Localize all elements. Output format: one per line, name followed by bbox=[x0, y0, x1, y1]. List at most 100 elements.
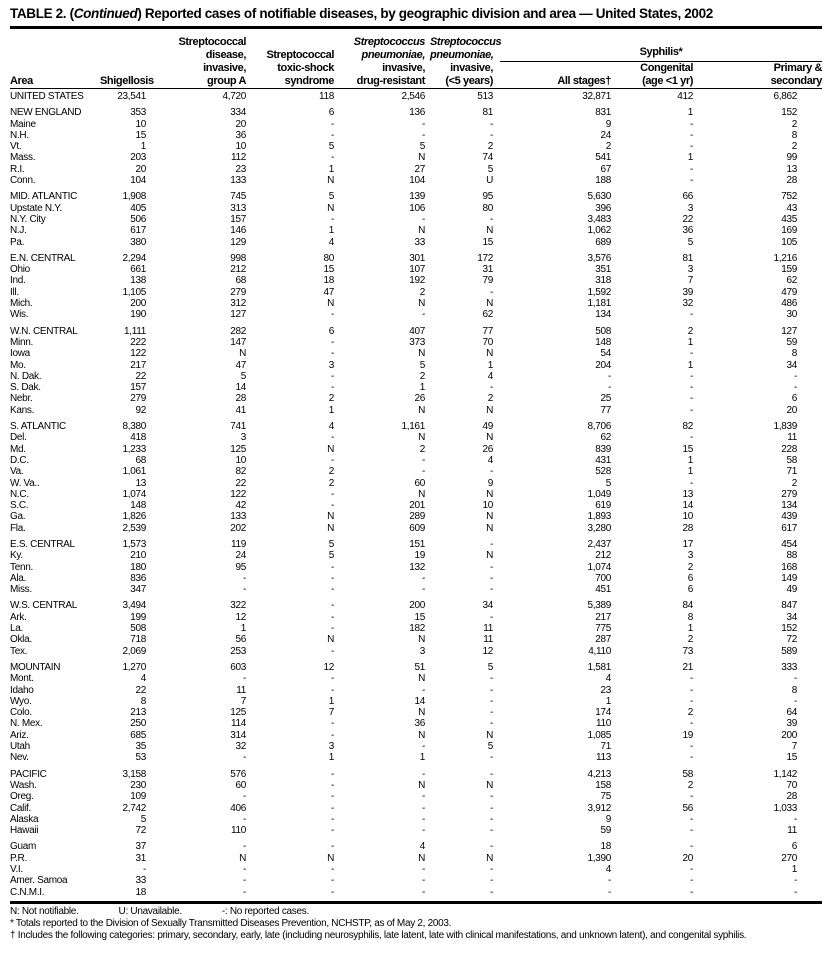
cell-syphilis-congenital: 3 bbox=[687, 550, 694, 562]
cell-syphilis-all-stages: 2,437 bbox=[587, 538, 611, 550]
cell-under-5: - bbox=[489, 707, 493, 719]
cell-drug-resistant: - bbox=[421, 454, 425, 466]
cell-area: Guam bbox=[10, 841, 37, 853]
cell-syphilis-all-stages: 75 bbox=[600, 791, 611, 803]
cell-syphilis-primary-secondary: - bbox=[794, 370, 798, 382]
cell-area: E.N. CENTRAL bbox=[10, 252, 76, 264]
cell-toxic-shock: 47 bbox=[323, 286, 334, 298]
cell-drug-resistant: N bbox=[418, 707, 425, 719]
cell-shigellosis: 1,270 bbox=[122, 661, 146, 673]
cell-syphilis-congenital: 82 bbox=[682, 421, 693, 433]
cell-drug-resistant: 151 bbox=[409, 538, 425, 550]
cell-drug-resistant: 104 bbox=[409, 175, 425, 187]
cell-under-5: - bbox=[489, 118, 493, 130]
cell-under-5: 1 bbox=[487, 359, 494, 371]
cell-syphilis-primary-secondary: 43 bbox=[786, 202, 798, 214]
cell-under-5: N bbox=[486, 225, 493, 237]
header-rule bbox=[10, 88, 823, 91]
cell-area: Tex. bbox=[10, 645, 28, 657]
cell-under-5: 11 bbox=[483, 634, 493, 646]
cell-drug-resistant: 106 bbox=[409, 202, 425, 214]
cell-syphilis-primary-secondary: 435 bbox=[781, 213, 798, 225]
cell-syphilis-all-stages: 212 bbox=[595, 550, 611, 562]
cell-syphilis-all-stages: 54 bbox=[600, 348, 611, 360]
cell-area: N.H. bbox=[10, 129, 29, 141]
cell-syphilis-congenital: - bbox=[689, 841, 693, 853]
cell-area: Mo. bbox=[10, 359, 26, 371]
cell-strep-group-a: - bbox=[242, 886, 246, 898]
cell-shigellosis: 180 bbox=[130, 561, 146, 573]
cell-toxic-shock: N bbox=[327, 443, 334, 455]
footnotes: N: Not notifiable. U: Unavailable. -: No r… bbox=[10, 906, 822, 942]
cell-syphilis-congenital: 1 bbox=[687, 359, 694, 371]
cell-area: Tenn. bbox=[10, 561, 33, 573]
cell-syphilis-congenital: 1 bbox=[687, 454, 694, 466]
cell-area: S. Dak. bbox=[10, 382, 41, 394]
cell-toxic-shock: - bbox=[330, 886, 334, 898]
cell-under-5: 62 bbox=[482, 309, 493, 321]
cell-area: Calif. bbox=[10, 802, 31, 814]
cell-toxic-shock: N bbox=[327, 522, 334, 534]
cell-drug-resistant: 19 bbox=[414, 550, 425, 562]
cell-drug-resistant: - bbox=[421, 741, 425, 753]
table-row: Okla. 718 56 N N 11 287 2 72 bbox=[10, 634, 822, 645]
cell-syphilis-primary-secondary: - bbox=[794, 695, 798, 707]
cell-under-5: - bbox=[489, 129, 493, 141]
cell-strep-group-a: 82 bbox=[235, 466, 246, 478]
cell-syphilis-all-stages: - bbox=[607, 886, 611, 898]
cell-drug-resistant: 373 bbox=[409, 336, 425, 348]
cell-syphilis-all-stages: 4 bbox=[605, 864, 612, 875]
table-row: Ky. 210 24 5 19 N 212 3 88 bbox=[10, 550, 822, 561]
cell-drug-resistant: 51 bbox=[414, 661, 425, 673]
table-row: Ind. 138 68 18 192 79 318 7 62 bbox=[10, 275, 822, 286]
table-row: N.C. 1,074 122 - N N 1,049 13 279 bbox=[10, 489, 822, 500]
cell-syphilis-all-stages: 1,390 bbox=[587, 852, 611, 864]
cell-syphilis-primary-secondary: 70 bbox=[786, 779, 798, 791]
cell-syphilis-primary-secondary: 20 bbox=[786, 404, 798, 416]
cell-area: E.S. CENTRAL bbox=[10, 538, 75, 550]
table-row: W.S. CENTRAL 3,494 322 - 200 34 5,389 84 847 bbox=[10, 595, 822, 611]
cell-syphilis-congenital: 36 bbox=[682, 225, 693, 237]
cell-syphilis-all-stages: 1 bbox=[605, 695, 612, 707]
table-row: N.J. 617 146 1 N N 1,062 36 169 bbox=[10, 225, 822, 236]
cell-syphilis-congenital: 84 bbox=[682, 600, 693, 612]
cell-drug-resistant: N bbox=[418, 729, 425, 741]
table-row: N. Mex. 250 114 - 36 - 110 - 39 bbox=[10, 718, 822, 729]
cell-shigellosis: 20 bbox=[135, 163, 146, 175]
cell-toxic-shock: - bbox=[330, 129, 334, 141]
cell-drug-resistant: 107 bbox=[409, 264, 425, 276]
cell-drug-resistant: 2 bbox=[419, 443, 426, 455]
cell-strep-group-a: - bbox=[242, 572, 246, 584]
cell-toxic-shock: - bbox=[330, 488, 334, 500]
cell-area: W. Va.. bbox=[10, 477, 40, 489]
table-row: UNITED STATES 23,541 4,720 118 2,546 513 32,87… bbox=[10, 91, 822, 102]
cell-syphilis-all-stages: 451 bbox=[595, 584, 611, 596]
cell-syphilis-all-stages: 839 bbox=[595, 443, 611, 455]
cell-syphilis-congenital: 412 bbox=[677, 91, 693, 102]
cell-syphilis-all-stages: 5,630 bbox=[587, 191, 611, 203]
cell-syphilis-all-stages: 1,074 bbox=[587, 561, 611, 573]
cell-syphilis-congenital: - bbox=[689, 309, 693, 321]
cell-shigellosis: 53 bbox=[135, 752, 146, 764]
cell-syphilis-all-stages: 9 bbox=[605, 118, 612, 130]
cell-syphilis-primary-secondary: 1,216 bbox=[773, 252, 798, 264]
table-row: C.N.M.I. 18 - - - - - - - bbox=[10, 887, 822, 898]
cell-under-5: N bbox=[486, 522, 493, 534]
header-primary-secondary: Primary & secondary bbox=[770, 62, 823, 87]
cell-toxic-shock: - bbox=[330, 584, 334, 596]
cell-under-5: - bbox=[489, 841, 493, 853]
cell-toxic-shock: 1 bbox=[328, 225, 335, 237]
cell-strep-group-a: - bbox=[242, 841, 246, 853]
cell-syphilis-congenital: 5 bbox=[687, 236, 694, 248]
cell-drug-resistant: - bbox=[421, 572, 425, 584]
cell-under-5: 513 bbox=[477, 91, 493, 102]
cell-shigellosis: - bbox=[142, 864, 146, 875]
cell-shigellosis: 199 bbox=[130, 611, 146, 623]
cell-under-5: N bbox=[486, 511, 493, 523]
cell-syphilis-congenital: 58 bbox=[682, 768, 693, 780]
cell-toxic-shock: - bbox=[330, 718, 334, 730]
cell-strep-group-a: 314 bbox=[230, 729, 246, 741]
cell-area: S.C. bbox=[10, 500, 29, 512]
cell-toxic-shock: - bbox=[330, 152, 334, 164]
cell-under-5: - bbox=[489, 768, 493, 780]
